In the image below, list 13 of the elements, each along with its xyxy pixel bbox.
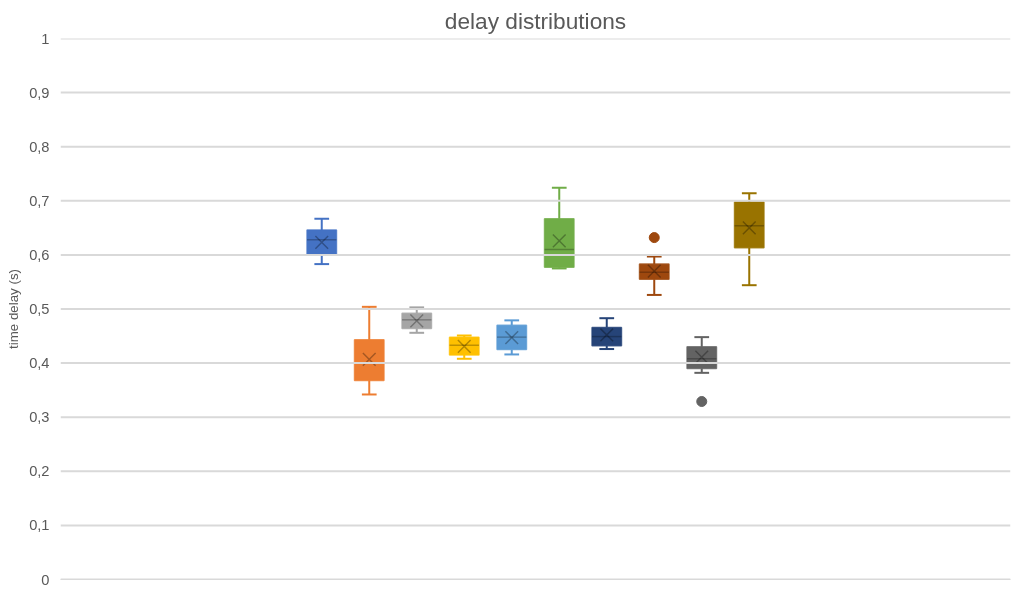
y-tick-label: 0,5 (29, 301, 50, 317)
y-tick-label: 0 (41, 571, 50, 588)
y-tick-label: 0,8 (29, 138, 50, 155)
y-tick-label: 0,1 (29, 517, 50, 534)
chart-title: delay distributions (444, 7, 627, 34)
y-tick-label: 0,9 (29, 84, 50, 101)
y-tick-label: 0,7 (29, 192, 50, 209)
y-tick-label: 0,3 (29, 409, 50, 426)
y-tick-label: 0,2 (29, 463, 50, 480)
y-tick-label: 0,4 (29, 355, 50, 372)
y-axis-title: time delay (s) (6, 268, 22, 349)
y-tick-label: 1 (41, 30, 50, 47)
y-tick-label: 0,6 (29, 246, 50, 263)
